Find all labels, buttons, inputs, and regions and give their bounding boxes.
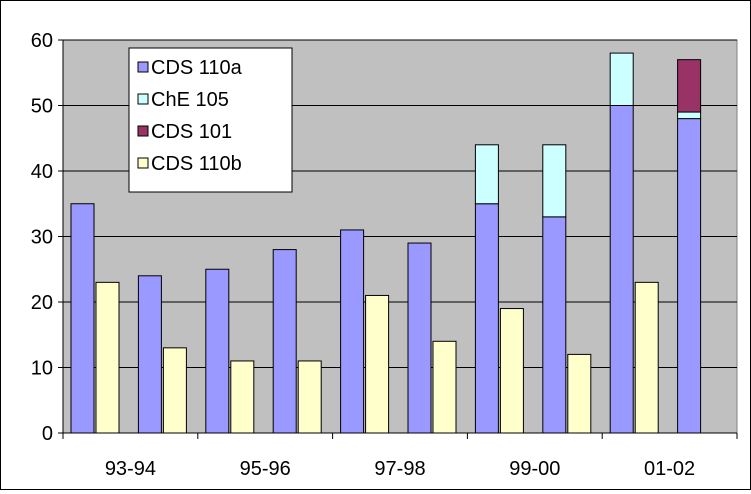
bar-che-105-00-01 xyxy=(542,144,567,218)
x-tick-label: 93-94 xyxy=(105,458,156,480)
bar-cds-110a-93-94 xyxy=(70,203,95,434)
bar-cds-110b-94-95 xyxy=(162,347,187,434)
legend-label: CDS 110b xyxy=(151,153,242,175)
bar-che-105-02-03 xyxy=(677,111,702,120)
y-tick-label: 30 xyxy=(31,227,53,249)
bar-cds-110a-95-96 xyxy=(205,268,230,434)
bar-cds-110a-99-00 xyxy=(474,203,499,434)
y-axis-ticks: 0 10 20 30 40 50 60 xyxy=(31,30,63,445)
legend-label: ChE 105 xyxy=(151,89,229,111)
y-tick-label: 60 xyxy=(31,30,53,52)
y-tick-label: 10 xyxy=(31,358,53,380)
y-tick-label: 20 xyxy=(31,292,53,314)
y-tick-label: 40 xyxy=(31,161,53,183)
bar-cds-110a-97-98 xyxy=(340,229,365,434)
bar-cds-101-02-03 xyxy=(677,59,702,113)
bars xyxy=(70,52,702,434)
x-tick-label: 99-00 xyxy=(509,458,560,480)
bar-cds-110a-96-97 xyxy=(272,249,297,434)
legend-swatch xyxy=(137,125,149,137)
bar-cds-110b-93-94 xyxy=(95,281,120,434)
bar-cds-110b-96-97 xyxy=(297,360,322,434)
x-tick-label: 95-96 xyxy=(240,458,291,480)
bar-cds-110b-98-99 xyxy=(432,340,457,434)
bar-cds-110b-97-98 xyxy=(365,294,390,434)
legend-label: CDS 101 xyxy=(151,121,232,143)
x-tick-label: 01-02 xyxy=(644,458,695,480)
bar-cds-110b-01-02 xyxy=(634,281,659,434)
bar-cds-110a-98-99 xyxy=(407,242,432,434)
x-tick-label: 97-98 xyxy=(374,458,425,480)
legend-swatch xyxy=(137,61,149,73)
bar-cds-110a-01-02 xyxy=(609,105,634,434)
legend-swatch xyxy=(137,157,149,169)
bar-cds-110a-00-01 xyxy=(542,216,567,434)
legend: CDS 110a ChE 105 CDS 101 CDS 110b xyxy=(128,47,293,193)
bar-cds-110b-00-01 xyxy=(567,353,592,434)
legend-swatch xyxy=(137,93,149,105)
bar-che-105-01-02 xyxy=(609,52,634,106)
bar-cds-110a-94-95 xyxy=(137,275,162,434)
y-tick-label: 0 xyxy=(42,423,53,445)
bar-cds-110a-02-03 xyxy=(677,118,702,434)
legend-label: CDS 110a xyxy=(151,57,243,79)
bar-cds-110b-95-96 xyxy=(230,360,255,434)
bar-cds-110b-99-00 xyxy=(499,308,524,434)
legend-box xyxy=(128,47,293,193)
y-tick-label: 50 xyxy=(31,96,53,118)
bar-che-105-99-00 xyxy=(474,144,499,205)
x-axis-ticks: 93-94 95-96 97-98 99-00 01-02 xyxy=(62,433,738,480)
